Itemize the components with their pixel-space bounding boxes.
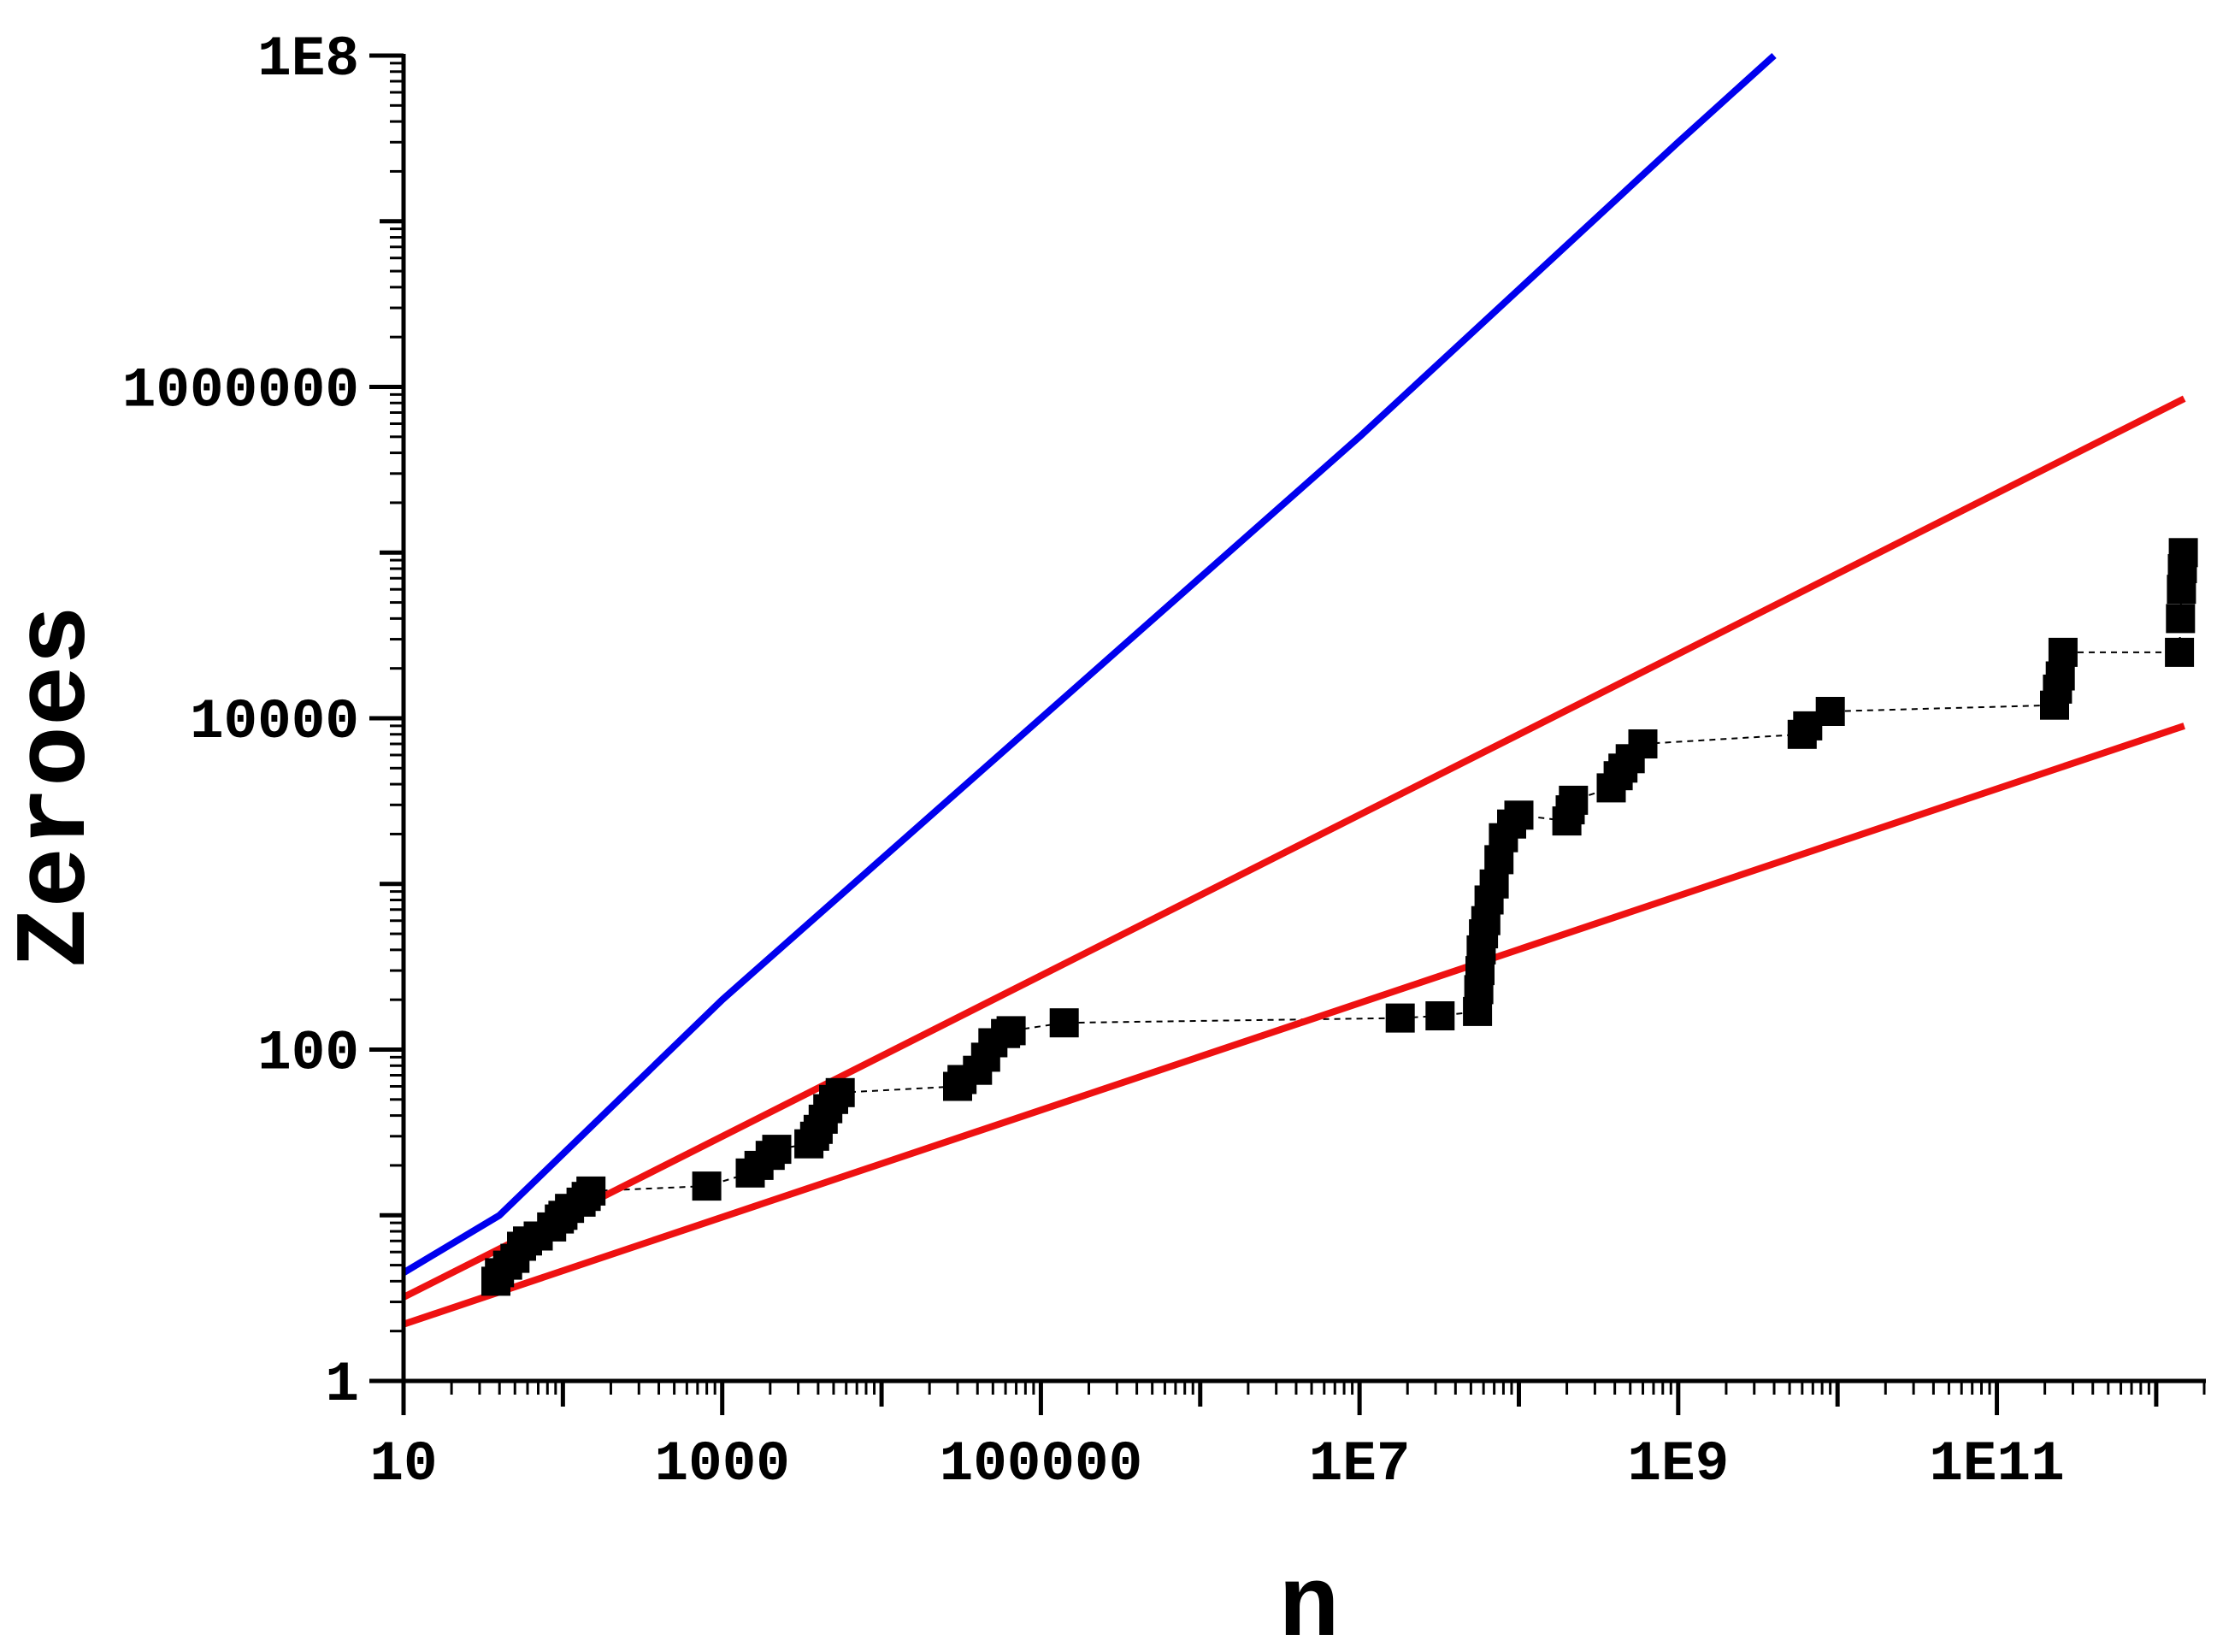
series-2-line [402,395,2186,1301]
data-point [1628,729,1658,758]
y-tick-label: 10000 [190,690,359,754]
y-tick-label: 1 [325,1353,359,1417]
x-tick-label: 1000 [654,1432,789,1496]
series-1-line [401,53,1777,1276]
data-point [576,1176,606,1206]
data-point [2166,604,2196,634]
data-point [2165,637,2195,667]
x-tick-label: 1E9 [1627,1432,1729,1496]
y-axis-title: Zeroes [1,605,115,969]
data-point [1815,697,1845,726]
data-point [825,1077,855,1107]
data-point [2048,637,2078,667]
data-point [996,1016,1026,1046]
data-point [2168,538,2198,568]
axes [369,53,2206,1415]
y-tick-label: 1000000 [122,359,359,423]
data-point [1559,785,1589,815]
tick-labels: 10 1000 100000 1E7 1E9 1E11 1 100 10000 1000000 1E… [122,27,2065,1496]
data-point [1504,800,1534,830]
series-3-line [402,723,2185,1328]
x-axis-title: n [1279,1552,1340,1652]
x-tick-label: 10 [369,1432,437,1496]
x-tick-label: 1E11 [1929,1432,2064,1496]
x-tick-label: 1E7 [1309,1432,1411,1496]
data-point [762,1135,792,1165]
data-point [1479,869,1509,899]
data-point [1049,1008,1079,1038]
x-tick-label: 100000 [940,1432,1143,1496]
y-tick-label: 100 [257,1022,359,1086]
data-point [692,1171,722,1201]
plot-points [481,538,2198,1296]
data-point [1425,1001,1455,1030]
data-point [1385,1003,1415,1033]
y-tick-label: 1E8 [257,27,359,91]
plot-lines [401,53,2186,1328]
